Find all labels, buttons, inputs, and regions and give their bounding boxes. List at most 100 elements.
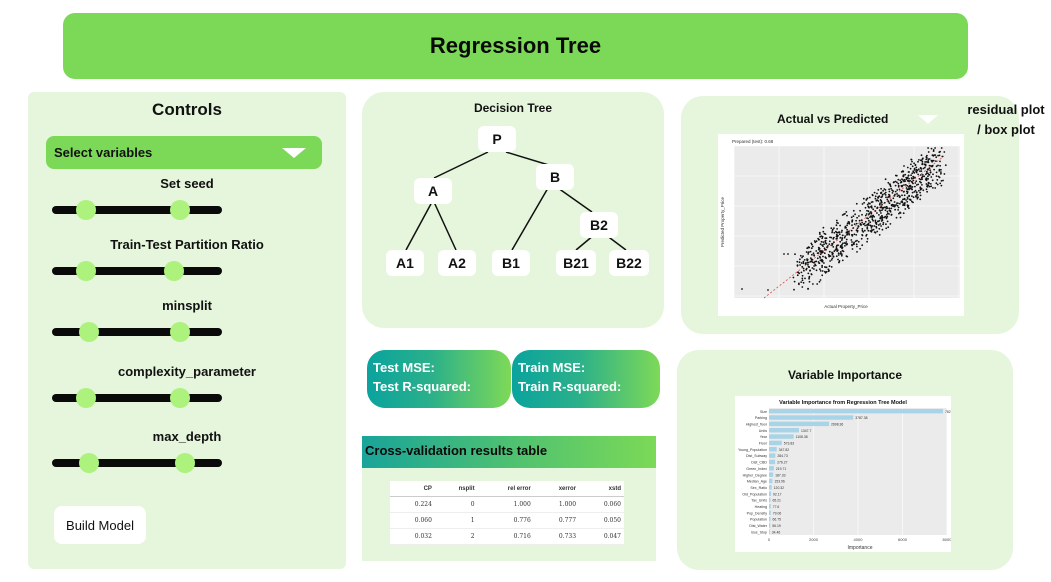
data-label: 120.32 — [774, 486, 784, 490]
select-variables-dropdown[interactable]: Select variables — [46, 136, 322, 169]
slider-thumb-high[interactable] — [174, 453, 195, 473]
cv-column-header: xstd — [579, 481, 624, 497]
bar — [769, 504, 771, 509]
train-r2-label: Train R-squared: — [518, 379, 622, 394]
controls-title: Controls — [152, 100, 222, 119]
data-label: 187.33 — [775, 473, 785, 477]
variable-importance-panel: Variable Importance Variable Importance … — [677, 350, 1013, 570]
decision-tree-panel: Decision Tree P A B A1 A2 B1 B2 B21 B22 — [362, 92, 664, 328]
residual-plot-label[interactable]: residual plot / box plot — [967, 102, 1045, 137]
table-cell: 0.776 — [477, 512, 534, 529]
actual-vs-predicted-title: Actual vs Predicted — [777, 112, 889, 126]
table-cell: 0.032 — [390, 528, 435, 545]
data-label: 153.96 — [774, 480, 784, 484]
bar — [769, 459, 776, 465]
actual-vs-predicted-plot: Prepared (test): 0.68 Actual Property_Pr… — [718, 134, 964, 316]
slider-thumb-high[interactable] — [169, 200, 190, 220]
category-label: Young_Population — [738, 448, 767, 452]
data-label: 2698.36 — [831, 422, 843, 426]
range-slider[interactable] — [52, 200, 222, 220]
slider-thumb-high[interactable] — [169, 388, 190, 408]
data-label: 1108.38 — [796, 435, 808, 439]
bar — [769, 466, 774, 471]
vi-chart-title: Variable Importance from Regression Tree… — [779, 400, 907, 406]
plot-ylabel: Predicted Property_Price — [720, 196, 725, 247]
category-label: Higher_Degree — [743, 473, 767, 477]
bar — [769, 516, 771, 522]
tree-node-b21: B21 — [556, 250, 596, 276]
category-label: Median_Age — [747, 480, 767, 484]
data-label: 65.21 — [772, 499, 781, 503]
slider-thumb-low[interactable] — [76, 388, 96, 408]
bar — [769, 510, 771, 515]
bar — [769, 428, 799, 433]
category-label: Floor — [759, 442, 768, 446]
bar — [769, 421, 830, 427]
bar — [769, 415, 854, 420]
decision-tree-title: Decision Tree — [473, 101, 553, 115]
data-label: 347.82 — [779, 448, 789, 452]
category-label: Dist_Subway — [746, 454, 767, 458]
category-label: Green_Index — [746, 467, 767, 471]
range-slider[interactable] — [52, 261, 222, 281]
x-tick-label: 4000 — [854, 537, 864, 542]
bar — [769, 491, 772, 496]
slider-label: Set seed — [160, 176, 214, 191]
data-label: 219.71 — [776, 467, 786, 471]
slider-thumb-low[interactable] — [79, 322, 100, 342]
slider-thumb-low[interactable] — [76, 200, 96, 220]
slider-label: minsplit — [162, 298, 212, 313]
chevron-down-icon[interactable] — [918, 115, 938, 124]
category-label: Tax_Units — [751, 499, 767, 503]
bar — [769, 408, 944, 414]
table-cell: 0.060 — [579, 496, 624, 513]
page-title: Regression Tree — [429, 33, 602, 58]
plot-xlabel: Actual Property_Price — [824, 304, 868, 309]
table-cell: 0.224 — [390, 496, 435, 513]
category-label: Population — [750, 518, 767, 522]
test-r2-label: Test R-squared: — [373, 379, 471, 394]
bar — [769, 447, 777, 452]
range-slider[interactable] — [52, 388, 222, 408]
data-label: 92.17 — [773, 492, 782, 496]
slider-thumb-low[interactable] — [76, 261, 96, 281]
chevron-down-icon — [282, 148, 306, 158]
category-label: Parking — [755, 416, 767, 420]
range-slider[interactable] — [52, 453, 222, 473]
table-row: 0.060 1 0.776 0.777 0.050 — [390, 512, 624, 529]
controls-panel: Controls Select variables Set seed Train-… — [28, 92, 346, 569]
test-metrics-card: Test MSE: Test R-squared: — [367, 350, 511, 408]
category-label: Bus_Stop — [751, 530, 767, 534]
actual-vs-predicted-panel: Actual vs Predicted Prepared (test): 0.6… — [681, 96, 1019, 334]
data-label: 66.75 — [772, 518, 781, 522]
slider-thumb-high[interactable] — [164, 261, 185, 281]
slider-thumb-low[interactable] — [79, 453, 100, 473]
vi-xlabel: Importance — [847, 545, 872, 551]
cv-results-table: CP nsplit rel error xerror xstd 0.224 0 1.000 1… — [390, 481, 624, 545]
x-tick-label: 2000 — [809, 537, 819, 542]
table-cell: 1 — [434, 512, 478, 529]
cv-column-header: xerror — [533, 481, 580, 497]
table-cell: 1.000 — [477, 496, 534, 513]
slider-thumb-high[interactable] — [169, 322, 190, 342]
category-label: Year — [760, 435, 768, 439]
category-label: Size — [760, 410, 767, 414]
table-cell: 0.060 — [390, 512, 435, 529]
build-model-button[interactable]: Build Model — [54, 506, 146, 544]
range-slider[interactable] — [52, 322, 222, 342]
cv-column-header: rel error — [477, 481, 534, 497]
bar — [769, 434, 794, 439]
tree-node-b2: B2 — [580, 212, 618, 238]
x-tick-label: 0 — [768, 537, 771, 542]
test-mse-label: Test MSE: — [373, 360, 435, 375]
x-tick-label: 8000 — [943, 537, 951, 542]
train-mse-label: Train MSE: — [518, 360, 586, 375]
tree-node-b22: B22 — [609, 250, 649, 276]
slider-label: max_depth — [152, 429, 222, 444]
bar — [769, 485, 772, 490]
bar — [769, 440, 782, 446]
tree-node-a: A — [414, 178, 452, 204]
category-label: Sex_Ratio — [750, 486, 767, 490]
data-label: 3787.38 — [855, 416, 867, 420]
cv-column-header: nsplit — [434, 481, 478, 497]
